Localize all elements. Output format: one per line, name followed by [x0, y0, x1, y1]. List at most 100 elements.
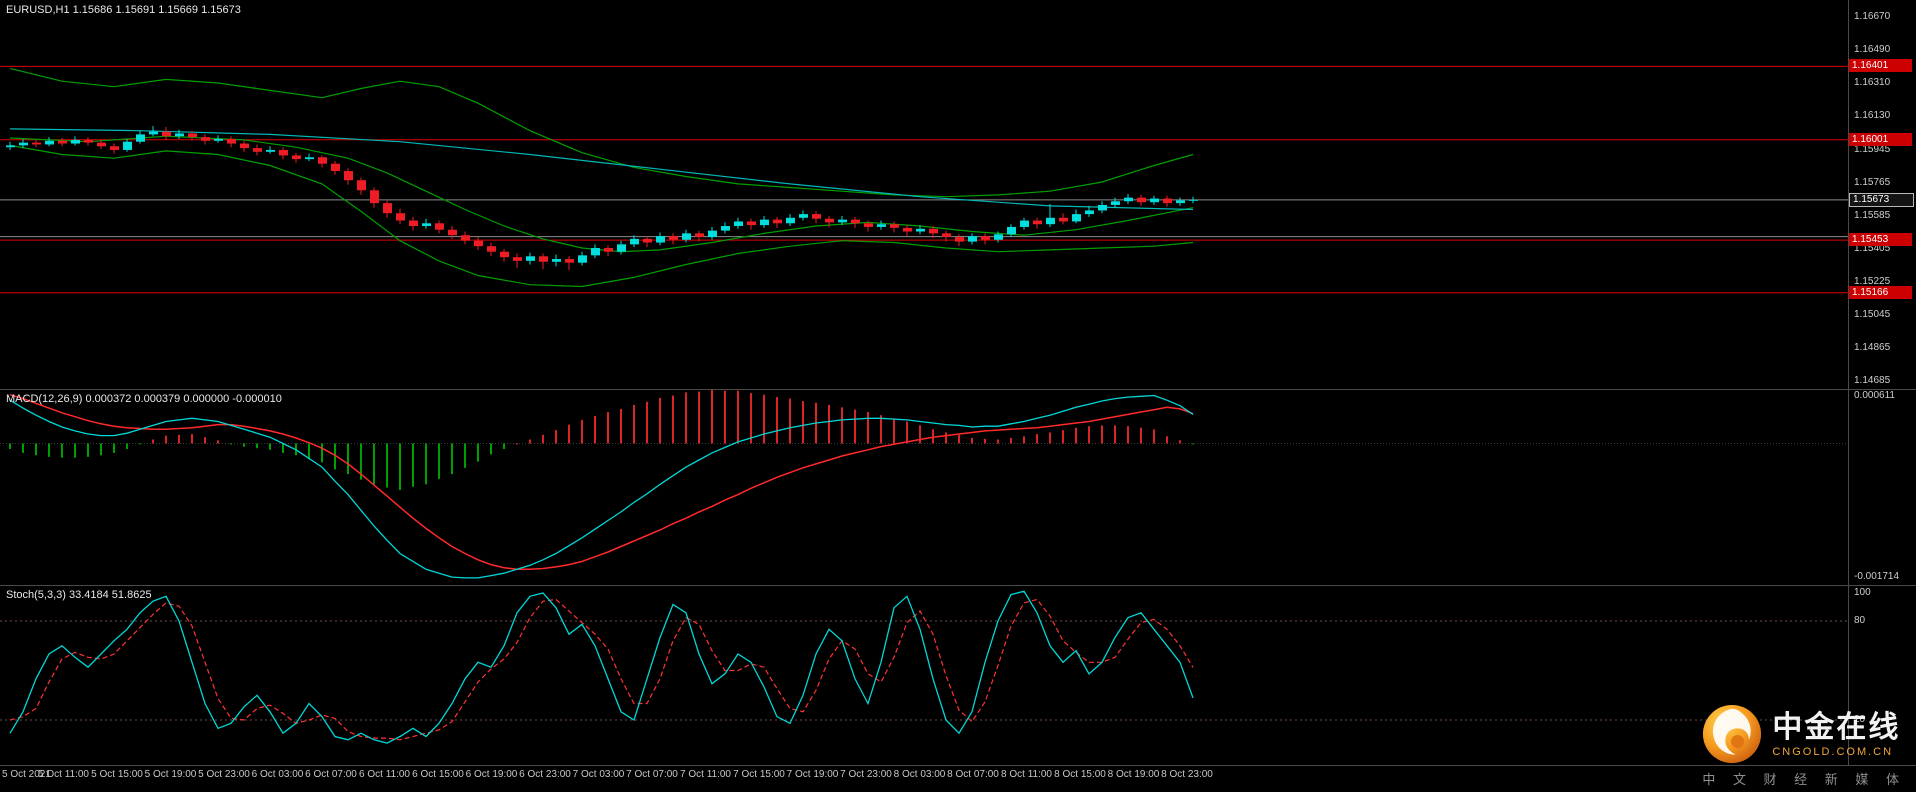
- macd-histogram-bar: [880, 415, 882, 444]
- macd-histogram-bar: [1049, 432, 1051, 444]
- macd-histogram-bar: [438, 443, 440, 479]
- slow-ma-line: [9, 128, 1194, 211]
- macd-histogram-bar: [126, 443, 128, 449]
- macd-histogram-bar: [750, 393, 752, 444]
- candle-body: [19, 142, 28, 146]
- candle-body: [344, 171, 353, 181]
- candle-body: [1189, 199, 1198, 201]
- price-tag-red: 1.16001: [1849, 132, 1912, 146]
- time-axis-label: 5 Oct 15:00: [91, 769, 143, 780]
- time-axis-label: 7 Oct 19:00: [786, 769, 839, 780]
- candle-body: [279, 149, 288, 156]
- candle-body: [552, 259, 561, 262]
- price-axis-label: 1.16130: [1854, 110, 1891, 122]
- candle-body: [1072, 214, 1081, 222]
- candle-body: [318, 157, 327, 164]
- candle-body: [578, 255, 587, 263]
- price-tag-current: 1.15673: [1849, 192, 1914, 207]
- stoch-axis-label: 100: [1854, 587, 1871, 598]
- macd-histogram-bar: [776, 397, 778, 444]
- candle-body: [1098, 204, 1107, 211]
- candle-body: [747, 221, 756, 226]
- macd-histogram-bar: [1062, 430, 1064, 444]
- macd-signal-line: [9, 393, 1194, 571]
- macd-histogram-bar: [178, 434, 180, 444]
- macd-histogram-bar: [1010, 437, 1012, 444]
- macd-histogram-bar: [269, 443, 271, 450]
- candle-body: [669, 236, 678, 240]
- candle-body: [1007, 226, 1016, 235]
- macd-histogram-bar: [854, 409, 856, 444]
- candle-body: [1111, 201, 1120, 205]
- macd-histogram-bar: [633, 404, 635, 444]
- bollinger-lower-line: [9, 144, 1194, 288]
- candle-body: [448, 229, 457, 236]
- macd-histogram-bar: [568, 424, 570, 444]
- candle-body: [422, 223, 431, 227]
- macd-histogram-bar: [9, 443, 11, 449]
- macd-histogram-bar: [230, 443, 232, 445]
- candle-body: [162, 131, 171, 137]
- macd-histogram-bar: [841, 407, 843, 444]
- stoch-axis-label: 20: [1854, 714, 1866, 725]
- candle-body: [682, 233, 691, 240]
- candle-body: [1124, 197, 1133, 202]
- candle-body: [591, 248, 600, 256]
- macd-histogram-bar: [659, 397, 661, 444]
- candle-body: [1033, 220, 1042, 225]
- price-tag-red: 1.15453: [1849, 233, 1912, 247]
- candle-body: [916, 228, 925, 232]
- time-axis-label: 8 Oct 19:00: [1107, 769, 1160, 780]
- macd-histogram-bar: [204, 437, 206, 444]
- candle-body: [58, 140, 67, 144]
- candle-body: [461, 235, 470, 241]
- candle-body: [851, 219, 860, 224]
- price-axis-label: 1.15765: [1854, 176, 1891, 188]
- candle-body: [32, 142, 41, 145]
- candle-body: [266, 149, 275, 152]
- candle-body: [903, 227, 912, 232]
- bollinger-upper-line: [9, 67, 1194, 198]
- candle-body: [734, 221, 743, 227]
- time-axis-label: 7 Oct 23:00: [840, 769, 892, 780]
- bollinger-middle-line: [9, 135, 1194, 253]
- macd-histogram-bar: [360, 443, 362, 480]
- candle-body: [799, 214, 808, 218]
- candle-body: [1085, 210, 1094, 215]
- candle-body: [1150, 198, 1159, 203]
- candle-body: [864, 223, 873, 227]
- macd-histogram-bar: [620, 408, 622, 444]
- candle-body: [955, 237, 964, 242]
- macd-histogram-bar: [919, 425, 921, 444]
- candle-body: [71, 139, 80, 144]
- macd-histogram-bar: [997, 439, 999, 444]
- macd-histogram-bar: [503, 443, 505, 449]
- macd-histogram-bar: [971, 437, 973, 444]
- candle-body: [500, 251, 509, 258]
- candle-body: [383, 203, 392, 214]
- price-tag-red: 1.16401: [1849, 59, 1912, 73]
- candle-body: [123, 141, 132, 150]
- macd-histogram-bar: [1088, 426, 1090, 444]
- candle-body: [396, 213, 405, 221]
- candle-body: [942, 233, 951, 238]
- macd-histogram-bar: [789, 398, 791, 444]
- time-axis-label: 8 Oct 11:00: [1001, 769, 1052, 780]
- candle-body: [981, 236, 990, 240]
- cngold-watermark: 中金在线 CNGOLD.COM.CN 中 文 财 经 新 媒 体: [1702, 704, 1906, 788]
- macd-histogram-bar: [1192, 443, 1194, 445]
- macd-histogram-bar: [35, 443, 37, 456]
- candle-body: [1163, 198, 1172, 204]
- macd-histogram-bar: [1023, 436, 1025, 444]
- macd-histogram-bar: [516, 443, 518, 445]
- time-axis-label: 8 Oct 03:00: [893, 769, 946, 780]
- macd-histogram-bar: [1166, 436, 1168, 444]
- candle-body: [773, 219, 782, 224]
- macd-histogram-bar: [893, 418, 895, 444]
- price-axis-label: 1.16310: [1854, 77, 1891, 89]
- candle-body: [656, 236, 665, 243]
- price-axis-label: 1.15945: [1854, 143, 1891, 155]
- stoch-indicator-header: Stoch(5,3,3) 33.4184 51.8625: [6, 589, 152, 601]
